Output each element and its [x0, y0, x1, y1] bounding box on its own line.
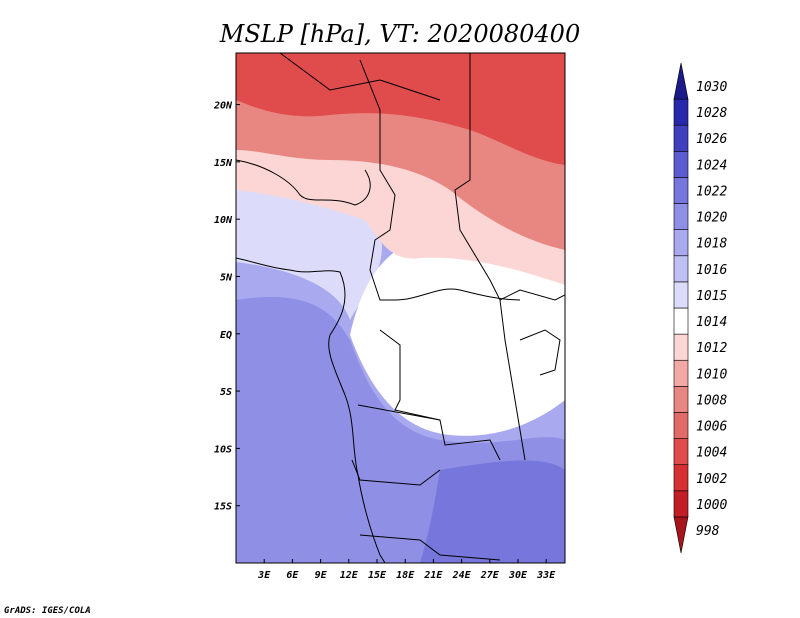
colorbar-swatch — [673, 464, 689, 492]
region-atlantic-low — [236, 300, 302, 480]
chart-title: MSLP [hPa], VT: 2020080400 — [219, 20, 580, 48]
colorbar-swatch — [673, 98, 689, 126]
y-tick-label: 5S — [220, 387, 232, 398]
colorbar-label: 1010 — [696, 367, 727, 382]
y-tick-label: EQ — [220, 330, 232, 341]
colorbar-label: 1006 — [696, 420, 727, 435]
region-gulf-of-guinea — [236, 180, 383, 320]
colorbar-swatch — [673, 333, 689, 361]
colorbar-swatch — [673, 62, 689, 100]
colorbar-swatch — [673, 412, 689, 439]
x-tick-label: 18E — [396, 570, 415, 581]
colorbar-label: 1020 — [696, 211, 727, 226]
colorbar-label: 1018 — [696, 237, 727, 252]
x-axis-ticks: 3E 6E 9E 12E 15E 18E 21E 24E 27E 30E 33E — [257, 559, 556, 581]
x-tick-label: 6E — [286, 570, 299, 581]
x-tick-label: 15E — [368, 570, 387, 581]
colorbar-label: 1022 — [696, 184, 727, 199]
colorbar-swatch — [673, 203, 689, 230]
y-tick-label: 15S — [214, 502, 232, 513]
grads-credit: GrADS: IGES/COLA — [4, 606, 91, 616]
y-tick-label: 5N — [220, 272, 233, 283]
colorbar: 998 1000 1002 1004 1006 1008 1010 1012 1014 1015 1… — [673, 62, 727, 554]
colorbar-label: 1002 — [696, 472, 727, 487]
colorbar-label: 1014 — [696, 315, 727, 330]
country-borders — [236, 53, 565, 563]
colorbar-swatch — [673, 255, 689, 283]
x-tick-label: 3E — [257, 570, 271, 581]
colorbar-label: 1000 — [696, 498, 727, 513]
colorbar-swatch — [673, 359, 689, 387]
region-southeast-coast — [420, 460, 565, 563]
y-tick-label: 20N — [213, 101, 233, 112]
colorbar-label: 1028 — [696, 106, 727, 121]
x-tick-label: 12E — [340, 570, 359, 581]
colorbar-label: 1030 — [696, 80, 727, 95]
colorbar-swatch — [673, 386, 689, 413]
y-tick-label: 10S — [214, 444, 232, 455]
pressure-map — [236, 53, 565, 563]
colorbar-label: 1015 — [696, 289, 727, 304]
colorbar-swatch — [673, 438, 689, 466]
x-tick-label: 33E — [536, 570, 556, 581]
colorbar-label: 1004 — [696, 446, 727, 461]
x-tick-label: 9E — [315, 570, 328, 581]
colorbar-label: 1026 — [696, 132, 727, 147]
x-tick-label: 24E — [452, 570, 472, 581]
colorbar-swatch — [673, 281, 689, 309]
x-tick-label: 21E — [423, 570, 443, 581]
colorbar-label: 1008 — [696, 393, 727, 408]
x-tick-label: 27E — [480, 570, 500, 581]
region-congo-basin — [350, 237, 565, 436]
colorbar-label: 1012 — [696, 341, 727, 356]
colorbar-label: 1016 — [696, 263, 727, 278]
colorbar-swatch — [673, 229, 689, 257]
colorbar-label: 1024 — [696, 158, 727, 173]
colorbar-swatch — [673, 516, 689, 554]
y-axis-ticks: 20N 15N 10N 5N EQ 5S 10S 15S — [213, 101, 240, 513]
y-tick-label: 15N — [214, 158, 233, 169]
x-tick-label: 30E — [508, 570, 528, 581]
colorbar-swatch — [673, 177, 689, 204]
colorbar-swatch — [673, 150, 689, 178]
colorbar-label: 998 — [696, 524, 720, 539]
colorbar-swatch — [673, 124, 689, 152]
y-tick-label: 10N — [214, 215, 233, 226]
map-frame — [235, 52, 566, 564]
colorbar-swatch — [673, 490, 689, 518]
colorbar-swatch — [673, 307, 689, 335]
